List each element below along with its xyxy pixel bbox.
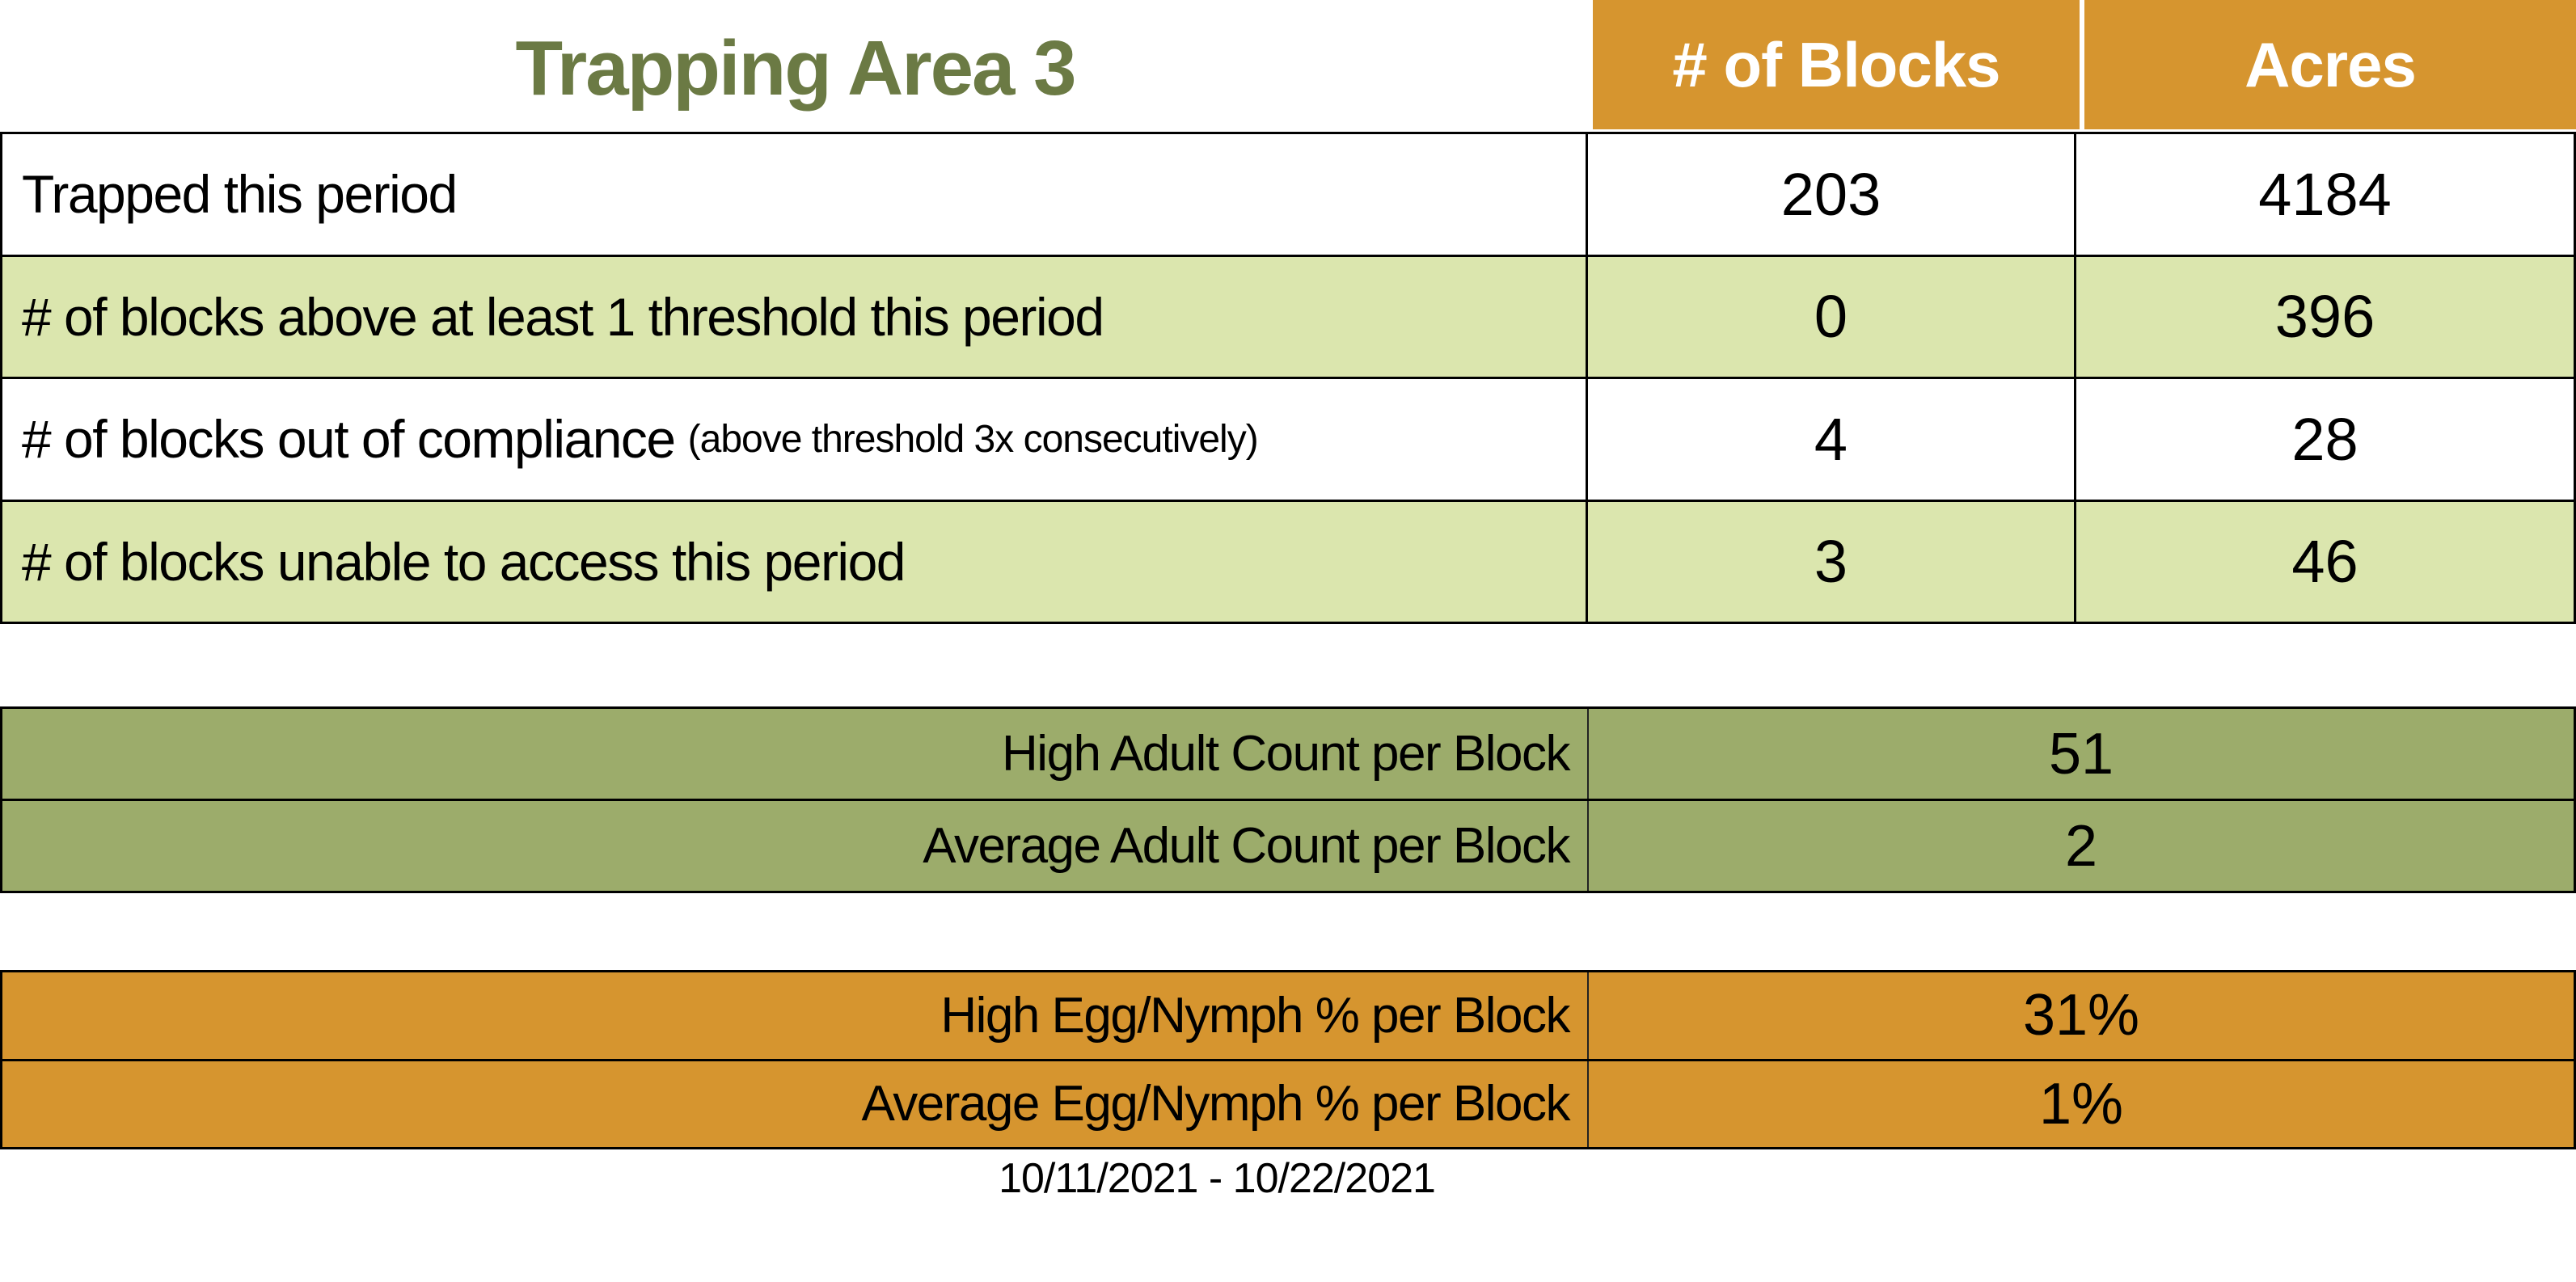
row-label: Average Adult Count per Block [2,801,1589,891]
row-label-text: Trapped this period [22,164,458,225]
row-label-text: # of blocks above at least 1 threshold t… [22,286,1104,347]
col-header-acres: Acres [2084,0,2576,129]
table-row: Average Adult Count per Block 2 [2,801,2574,891]
row-label-text: # of blocks out of compliance [22,409,676,470]
table-row: Trapped this period 203 4184 [2,134,2574,257]
acres-value: 396 [2274,283,2375,351]
row-label: High Adult Count per Block [2,709,1589,799]
table-row: # of blocks above at least 1 threshold t… [2,256,2574,379]
table-row: High Egg/Nymph % per Block 31% [2,972,2574,1061]
row-label: High Egg/Nymph % per Block [2,972,1589,1059]
date-range: 10/11/2021 - 10/22/2021 [999,1155,1436,1202]
row-label-text: # of blocks unable to access this period [22,531,906,592]
row-value: 31% [2022,983,2140,1048]
table-row: Average Egg/Nymph % per Block 1% [2,1061,2574,1147]
blocks-value: 0 [1588,256,2076,377]
col-header-blocks: # of Blocks [1593,0,2080,129]
row-value: 51 [2048,721,2114,786]
row-value: 2 [2064,813,2098,879]
table-row: # of blocks out of compliance (above thre… [2,379,2574,502]
table-row: High Adult Count per Block 51 [2,709,2574,801]
summary-table: Trapped this period 203 4184 # of blocks… [0,132,2576,624]
row-label: # of blocks unable to access this period [2,501,1588,622]
row-label: Average Egg/Nymph % per Block [2,1061,1589,1147]
row-label: Trapped this period [2,134,1588,255]
row-value: 1% [2038,1071,2124,1137]
table-row: # of blocks unable to access this period… [2,501,2574,622]
adult-count-table: High Adult Count per Block 51 Average Ad… [0,706,2576,893]
acres-value: 4184 [2258,160,2392,228]
acres-value: 28 [2291,405,2359,473]
row-label: # of blocks out of compliance (above thre… [2,379,1588,500]
blocks-value: 4 [1588,379,2076,500]
blocks-value: 3 [1588,501,2076,622]
row-label: # of blocks above at least 1 threshold t… [2,256,1588,377]
row-label-note: (above threshold 3x consecutively) [687,417,1259,461]
blocks-value: 203 [1588,134,2076,255]
page-title: Trapping Area 3 [515,25,1077,112]
acres-value: 46 [2291,528,2359,596]
egg-nymph-table: High Egg/Nymph % per Block 31% Average E… [0,970,2576,1149]
